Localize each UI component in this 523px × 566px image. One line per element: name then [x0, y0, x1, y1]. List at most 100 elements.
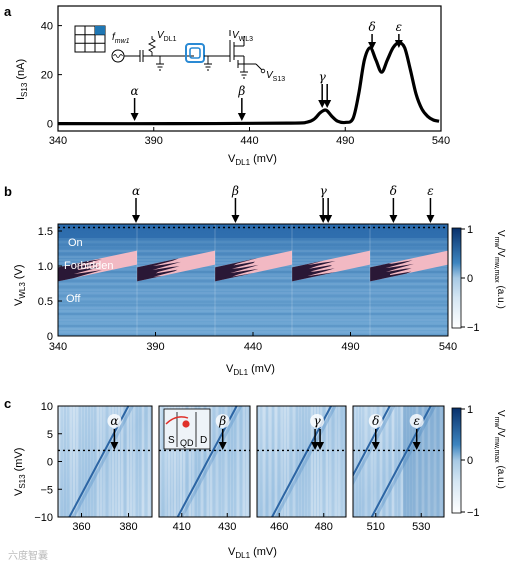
noise-column: [362, 406, 364, 517]
resonator-icon: [185, 43, 230, 71]
noise-stripe: [58, 298, 448, 300]
forbidden-dark-edge-4: [370, 260, 414, 282]
panel-b-chart: 340 390 440 490 540 0 0.5 1.0 1.5 α β γ δ ε On Forbi…: [38, 184, 457, 353]
panel-a-ylabel: IS13 (nA): [15, 59, 29, 100]
noise-column: [115, 406, 117, 517]
noise-column: [434, 406, 436, 517]
panel-b-ytick-label-3: 1.5: [38, 226, 53, 238]
panel-c-label-bg-2-0: [310, 414, 325, 428]
noise-stripe: [58, 313, 448, 315]
inset-label-s: S: [168, 435, 175, 446]
noise-column: [323, 406, 325, 517]
panel-c-ytick-label-4: −10: [34, 512, 53, 524]
panel-b-xtick-label-4: 540: [439, 341, 457, 353]
noise-column: [419, 406, 421, 517]
noise-column: [124, 406, 126, 517]
noise-stripe: [58, 310, 448, 312]
noise-column: [344, 406, 346, 517]
transition-line-glow-3-0: [353, 406, 396, 486]
noise-column: [219, 406, 221, 517]
noise-column: [317, 406, 319, 517]
resistor-icon: [147, 36, 164, 71]
noise-column: [284, 406, 286, 517]
panel-b-arrow-3-label: δ: [390, 184, 397, 198]
panel-a-arrow-0-label: α: [131, 84, 139, 98]
cb-b-label: Vmw/Vmw,max (a.u.): [493, 230, 506, 309]
panel-b-arrow-3-head: [389, 215, 398, 223]
noise-column: [94, 406, 96, 517]
panel-c-dark-region-3: [403, 406, 444, 517]
noise-column: [374, 406, 376, 517]
noise-column: [371, 406, 373, 517]
panel-b-colorbar: 1 0 −1 Vmw/Vmw,max (a.u.): [451, 224, 506, 334]
noise-column: [121, 406, 123, 517]
noise-column: [243, 406, 245, 517]
noise-column: [231, 406, 233, 517]
noise-column: [308, 406, 310, 517]
panel-c-subpanel-0: 360 380 α: [57, 405, 153, 533]
noise-column: [269, 406, 271, 517]
noise-column: [353, 406, 355, 517]
microwave-source-icon: [111, 49, 194, 63]
noise-column: [338, 406, 340, 517]
panel-a-ytick-label-0: 0: [47, 119, 53, 131]
noise-column: [377, 406, 379, 517]
noise-column: [73, 406, 75, 517]
noise-column: [275, 406, 277, 517]
panel-b-arrow-4-head: [426, 215, 435, 223]
inset-label-d: D: [200, 435, 207, 446]
noise-column: [142, 406, 144, 517]
watermark: 六度智囊: [8, 549, 48, 562]
panel-b-arrow-2-label: γ: [320, 184, 328, 198]
panel-label-a: a: [4, 4, 12, 19]
noise-column: [64, 406, 66, 517]
noise-column: [386, 406, 388, 517]
noise-column: [136, 406, 138, 517]
noise-stripe: [58, 238, 448, 240]
panel-b-heatmap: [58, 224, 448, 336]
panel-c-xlabel: VDL1 (mV): [228, 546, 277, 560]
panel-b-xtick-label-1: 390: [146, 341, 164, 353]
qd-inset: S QD D: [163, 408, 211, 450]
panel-c-ylabel: VS13 (mV): [13, 448, 27, 496]
panel-b-arrow-1-head: [231, 215, 240, 223]
circuit-vwl-label: VWL3: [232, 30, 253, 43]
panel-c-xtick-label-2-0: 460: [270, 521, 288, 533]
noise-column: [222, 406, 224, 517]
transition-line-glow-0-0: [72, 406, 134, 517]
noise-column: [314, 406, 316, 517]
panel-c-background-3: [353, 406, 444, 517]
panel-c-ytick-label-1: 5: [47, 429, 53, 441]
panel-c-label-bg-1-0: [215, 414, 230, 428]
panel-a-ytick-label-1: 20: [41, 70, 53, 82]
panel-a-ytick-label-2: 40: [41, 21, 53, 33]
noise-column: [263, 406, 265, 517]
noise-column: [118, 406, 120, 517]
panel-c-heatmap-1: [159, 406, 250, 517]
panel-c-peak-label-2-0: γ: [313, 414, 321, 428]
noise-column: [329, 406, 331, 517]
panel-c-peak-label-1-0: β: [218, 414, 226, 428]
panel-b-xtick-label-3: 490: [341, 341, 359, 353]
noise-column: [139, 406, 141, 517]
panel-c-subpanel-1: 410 430 β: [158, 405, 251, 533]
noise-column: [189, 406, 191, 517]
noise-column: [103, 406, 105, 517]
noise-column: [335, 406, 337, 517]
noise-stripe: [58, 319, 448, 321]
forbidden-dark-edge-2: [215, 258, 259, 282]
noise-column: [130, 406, 132, 517]
noise-column: [293, 406, 295, 517]
noise-column: [425, 406, 427, 517]
noise-stripe: [58, 280, 448, 282]
noise-column: [287, 406, 289, 517]
circuit-f-label: fmw1: [112, 32, 130, 45]
noise-column: [106, 406, 108, 517]
panel-a-arrow-4-head: [394, 40, 403, 48]
noise-column: [85, 406, 87, 517]
noise-stripe: [58, 316, 448, 318]
noise-column: [237, 406, 239, 517]
noise-column: [145, 406, 147, 517]
inset-label-qd: QD: [180, 438, 194, 448]
transition-line-glow-1-0: [180, 406, 243, 517]
